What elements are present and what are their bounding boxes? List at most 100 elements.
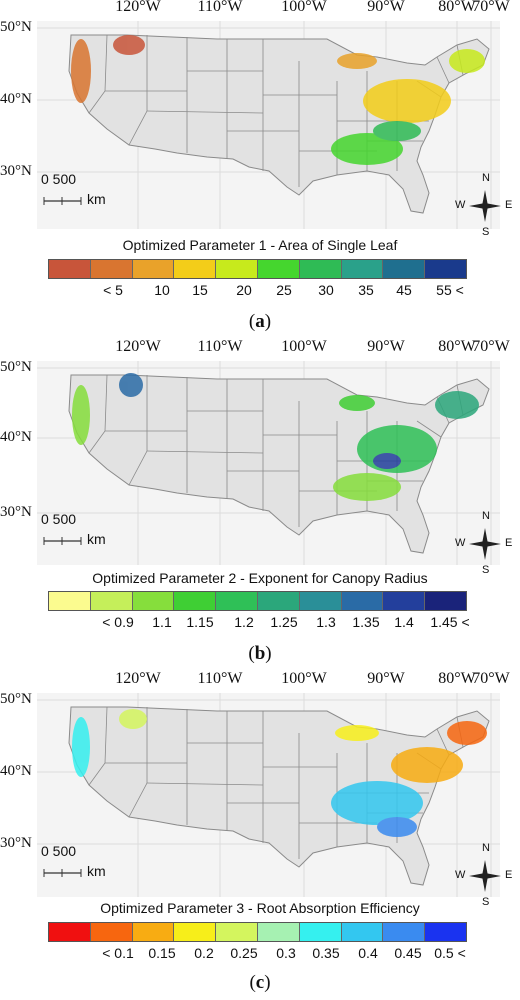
legend-swatch — [299, 923, 342, 941]
legend-swatch — [49, 923, 91, 941]
compass-e: E — [505, 869, 513, 881]
scale-bar: 0 500 km — [41, 511, 121, 555]
lon-label: 110°W — [197, 0, 243, 15]
legend-tick: 45 — [396, 282, 412, 298]
legend-bar — [48, 922, 467, 942]
legend-tick: < 5 — [103, 282, 123, 298]
legend-tick: 20 — [236, 282, 252, 298]
lat-label: 50°N — [0, 359, 32, 375]
lon-label: 120°W — [115, 338, 161, 355]
legend-title: Optimized Parameter 1 - Area of Single L… — [122, 237, 398, 253]
legend-tick: 1.3 — [316, 614, 336, 630]
legend-swatch — [90, 592, 133, 610]
scale-unit: km — [87, 531, 106, 547]
lon-label: 80°W — [438, 0, 476, 15]
lon-label: 70°W — [472, 338, 510, 355]
lon-label: 110°W — [197, 670, 243, 687]
north-arrow-icon: N S W E — [455, 172, 512, 238]
legend-tick: 1.4 — [394, 614, 414, 630]
lon-label: 90°W — [367, 670, 405, 687]
legend-tick: 0.3 — [276, 945, 296, 961]
compass-w: W — [455, 869, 466, 881]
legend-swatch — [257, 260, 300, 278]
panel-a: 120°W 110°W 100°W 90°W 80°W 70°W 50°N 40… — [0, 0, 520, 338]
legend-tick: 0.4 — [358, 945, 378, 961]
legend-tick: 0.15 — [148, 945, 176, 961]
legend-swatch — [425, 260, 466, 278]
compass-n: N — [482, 172, 490, 184]
scale-values: 0 500 — [41, 171, 77, 187]
legend-swatch — [341, 592, 384, 610]
compass-e: E — [505, 537, 513, 549]
lon-label: 80°W — [438, 670, 476, 687]
panel-c: 120°W 110°W 100°W 90°W 80°W 70°W 50°N 40… — [0, 670, 520, 1000]
legend-swatch — [216, 260, 258, 278]
scale-values: 0 500 — [41, 843, 77, 859]
legend-tick: 1.45 < — [430, 614, 470, 630]
legend-tick: 15 — [192, 282, 208, 298]
lat-label: 50°N — [0, 691, 32, 707]
lon-label: 120°W — [115, 670, 161, 687]
legend-swatch — [216, 592, 258, 610]
lon-label: 90°W — [367, 0, 405, 15]
scale-bar: 0 500 km — [41, 843, 121, 887]
legend-swatch — [174, 260, 217, 278]
compass-w: W — [455, 537, 466, 549]
legend-tick: 30 — [318, 282, 334, 298]
compass-s: S — [482, 896, 490, 908]
legend-swatch — [299, 592, 342, 610]
compass-w: W — [455, 199, 466, 211]
legend-swatch — [49, 260, 91, 278]
legend-swatch — [132, 260, 175, 278]
lat-label: 50°N — [0, 19, 32, 35]
lon-label: 120°W — [115, 0, 161, 15]
legend-swatch — [383, 592, 426, 610]
panel-letter: c — [255, 972, 265, 993]
lon-label: 100°W — [281, 0, 327, 15]
us-map: 0 500 km — [37, 693, 500, 897]
lon-label: 80°W — [438, 338, 476, 355]
legend-swatch — [49, 592, 91, 610]
legend-swatch — [174, 923, 217, 941]
legend-swatch — [383, 260, 426, 278]
legend-tick: 0.45 — [394, 945, 422, 961]
lat-label: 30°N — [0, 835, 32, 851]
lat-label: 30°N — [0, 504, 32, 520]
lon-label: 100°W — [281, 338, 327, 355]
panel-letter: a — [255, 311, 265, 332]
legend-bar — [48, 259, 467, 279]
panel-label: (c) — [249, 972, 271, 993]
legend-tick: 0.2 — [194, 945, 214, 961]
legend-swatch — [132, 592, 175, 610]
legend-tick: 1.2 — [234, 614, 254, 630]
legend-swatch — [425, 592, 466, 610]
legend-ticks: < 0.1 0.15 0.2 0.25 0.3 0.35 0.4 0.45 0.… — [48, 945, 467, 963]
legend-tick: 1.1 — [152, 614, 172, 630]
legend-swatch — [341, 923, 384, 941]
legend-tick: 10 — [154, 282, 170, 298]
scale-unit: km — [87, 191, 106, 207]
legend-tick: 0.35 — [312, 945, 340, 961]
longitude-labels: 120°W 110°W 100°W 90°W 80°W 70°W — [0, 670, 520, 692]
legend-title: Optimized Parameter 2 - Exponent for Can… — [92, 570, 428, 586]
legend-swatch — [383, 923, 426, 941]
compass-n: N — [482, 842, 490, 854]
lon-label: 110°W — [197, 338, 243, 355]
legend-tick: < 0.1 — [102, 945, 134, 961]
legend-bar — [48, 591, 467, 611]
legend-tick: 55 < — [436, 282, 464, 298]
legend-tick: 25 — [276, 282, 292, 298]
lat-label: 40°N — [0, 763, 32, 779]
lat-label: 30°N — [0, 163, 32, 179]
legend-swatch — [90, 923, 133, 941]
us-map: 0 500 km — [37, 361, 500, 565]
legend-ticks: < 5 10 15 20 25 30 35 45 55 < — [48, 282, 467, 300]
north-arrow-icon: N S W E — [455, 842, 512, 908]
legend-swatch — [425, 923, 466, 941]
compass-n: N — [482, 510, 490, 522]
legend-tick: 0.25 — [230, 945, 258, 961]
lat-label: 40°N — [0, 429, 32, 445]
panel-label: (b) — [248, 643, 272, 664]
legend-swatch — [132, 923, 175, 941]
lon-label: 100°W — [281, 670, 327, 687]
